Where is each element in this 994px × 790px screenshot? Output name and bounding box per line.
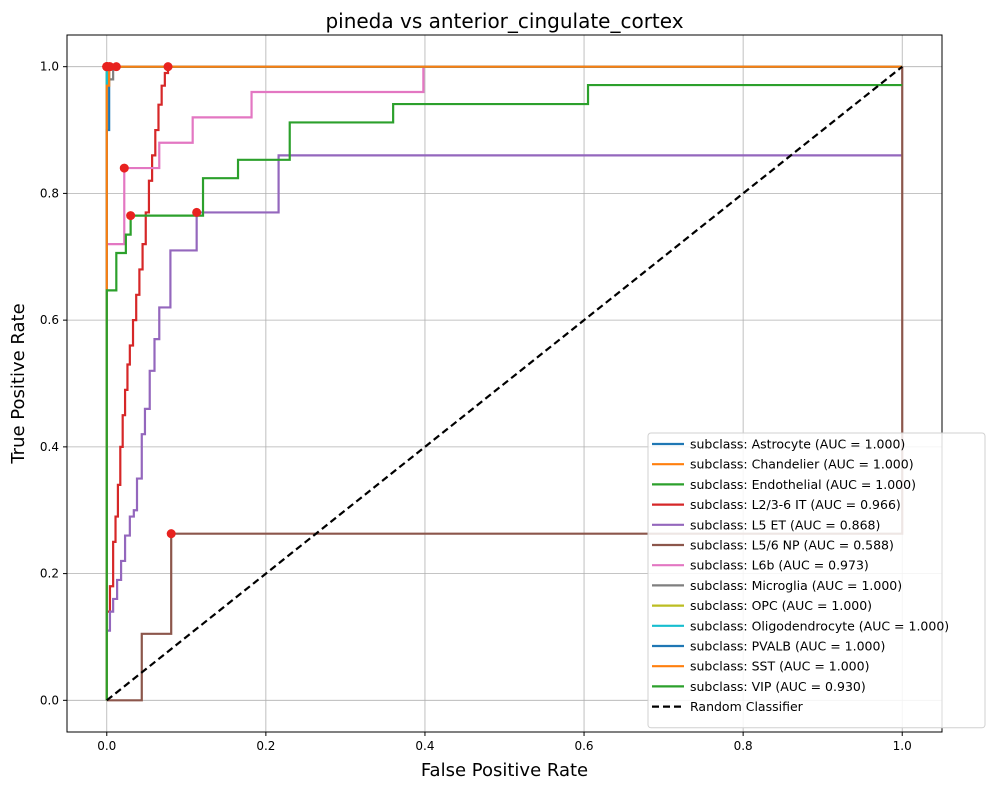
legend-label: subclass: L2/3-6 IT (AUC = 0.966) — [690, 497, 901, 512]
x-tick-label: 0.2 — [256, 739, 275, 753]
operating-point — [111, 62, 121, 72]
operating-point — [126, 211, 136, 221]
chart-title: pineda vs anterior_cingulate_cortex — [325, 9, 683, 33]
y-tick-label: 0.8 — [40, 186, 59, 200]
series-line — [105, 154, 903, 701]
legend-box — [647, 432, 986, 729]
legend-label: subclass: SST (AUC = 1.000) — [690, 659, 869, 674]
legend-label: subclass: VIP (AUC = 0.930) — [690, 679, 866, 694]
series-line — [106, 65, 903, 702]
x-tick-label: 0.6 — [574, 739, 593, 753]
legend-label: subclass: OPC (AUC = 1.000) — [690, 598, 872, 613]
series-line — [105, 65, 903, 701]
operating-point — [163, 62, 173, 72]
y-tick-label: 0.0 — [40, 693, 59, 707]
x-tick-label: 0.4 — [415, 739, 434, 753]
legend-label: subclass: Endothelial (AUC = 1.000) — [690, 477, 916, 492]
x-tick-label: 0.8 — [734, 739, 753, 753]
legend-label: subclass: L5 ET (AUC = 0.868) — [690, 517, 880, 532]
operating-point — [119, 163, 129, 173]
legend-label: subclass: PVALB (AUC = 1.000) — [690, 639, 885, 654]
y-tick-label: 0.2 — [40, 567, 59, 581]
legend-label: subclass: L6b (AUC = 0.973) — [690, 558, 869, 573]
y-tick-label: 1.0 — [40, 60, 59, 74]
x-tick-label: 0.0 — [97, 739, 116, 753]
legend-label: subclass: Oligodendrocyte (AUC = 1.000) — [690, 618, 949, 633]
y-tick-label: 0.4 — [40, 440, 59, 454]
legend: subclass: Astrocyte (AUC = 1.000) subclas… — [647, 432, 986, 729]
legend-label: subclass: Chandelier (AUC = 1.000) — [690, 457, 914, 472]
series-line — [105, 83, 903, 701]
operating-point — [192, 207, 202, 217]
y-tick-label: 0.6 — [40, 313, 59, 327]
operating-point — [166, 529, 176, 539]
y-axis-title: True Positive Rate — [8, 303, 29, 464]
operating-point-markers — [102, 62, 202, 539]
plot-frame — [66, 34, 943, 733]
legend-label: Random Classifier — [690, 699, 804, 714]
series-line — [105, 65, 903, 701]
legend-label: subclass: Microglia (AUC = 1.000) — [690, 578, 902, 593]
x-axis-title: False Positive Rate — [421, 760, 588, 781]
legend-label: subclass: L5/6 NP (AUC = 0.588) — [690, 538, 894, 553]
operating-point — [105, 62, 115, 72]
legend-label: subclass: Astrocyte (AUC = 1.000) — [690, 437, 905, 452]
x-tick-label: 1.0 — [893, 739, 912, 753]
axis-ticks: 0.0 0.2 0.4 0.6 0.8 1.0 0.0 0.2 0.4 0.6 0.8 1.0 — [40, 60, 912, 753]
